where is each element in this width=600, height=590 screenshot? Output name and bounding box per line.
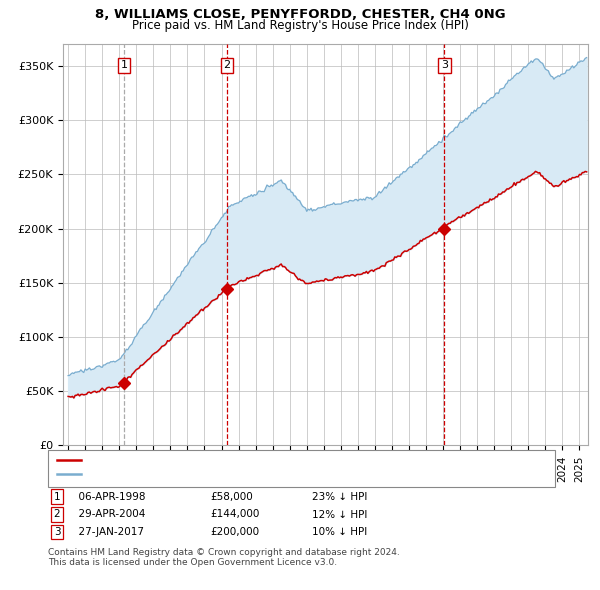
Text: Price paid vs. HM Land Registry's House Price Index (HPI): Price paid vs. HM Land Registry's House … [131,19,469,32]
Text: 06-APR-1998: 06-APR-1998 [72,492,146,502]
Text: 10% ↓ HPI: 10% ↓ HPI [312,527,367,537]
Text: £58,000: £58,000 [210,492,253,502]
Text: HPI: Average price, detached house, Flintshire: HPI: Average price, detached house, Flin… [84,469,325,478]
Text: £144,000: £144,000 [210,510,259,519]
Text: 1: 1 [121,60,127,70]
Text: This data is licensed under the Open Government Licence v3.0.: This data is licensed under the Open Gov… [48,558,337,566]
Text: 3: 3 [53,527,61,537]
Text: 27-JAN-2017: 27-JAN-2017 [72,527,144,537]
Text: £200,000: £200,000 [210,527,259,537]
Text: 2: 2 [53,510,61,519]
Text: 3: 3 [441,60,448,70]
Text: 23% ↓ HPI: 23% ↓ HPI [312,492,367,502]
Text: 8, WILLIAMS CLOSE, PENYFFORDD, CHESTER, CH4 0NG: 8, WILLIAMS CLOSE, PENYFFORDD, CHESTER, … [95,8,505,21]
Text: 8, WILLIAMS CLOSE, PENYFFORDD, CHESTER, CH4 0NG (detached house): 8, WILLIAMS CLOSE, PENYFFORDD, CHESTER, … [84,455,465,464]
Text: 12% ↓ HPI: 12% ↓ HPI [312,510,367,519]
Text: Contains HM Land Registry data © Crown copyright and database right 2024.: Contains HM Land Registry data © Crown c… [48,548,400,556]
Text: 2: 2 [224,60,231,70]
Text: 29-APR-2004: 29-APR-2004 [72,510,145,519]
Text: 1: 1 [53,492,61,502]
